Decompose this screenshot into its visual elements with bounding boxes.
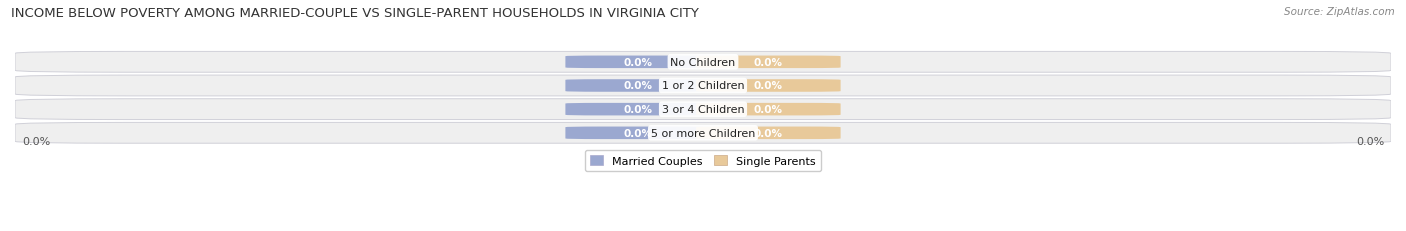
Text: No Children: No Children [671, 58, 735, 67]
FancyBboxPatch shape [696, 127, 841, 140]
FancyBboxPatch shape [15, 123, 1391, 144]
Text: 0.0%: 0.0% [754, 81, 783, 91]
FancyBboxPatch shape [15, 99, 1391, 120]
Text: 1 or 2 Children: 1 or 2 Children [662, 81, 744, 91]
FancyBboxPatch shape [15, 76, 1391, 97]
Text: 0.0%: 0.0% [623, 81, 652, 91]
FancyBboxPatch shape [565, 56, 710, 69]
FancyBboxPatch shape [565, 80, 710, 92]
Text: 0.0%: 0.0% [22, 136, 51, 146]
Text: 0.0%: 0.0% [623, 105, 652, 115]
Text: 0.0%: 0.0% [1355, 136, 1384, 146]
Text: 0.0%: 0.0% [623, 58, 652, 67]
Text: INCOME BELOW POVERTY AMONG MARRIED-COUPLE VS SINGLE-PARENT HOUSEHOLDS IN VIRGINI: INCOME BELOW POVERTY AMONG MARRIED-COUPL… [11, 7, 699, 20]
FancyBboxPatch shape [565, 103, 710, 116]
FancyBboxPatch shape [15, 52, 1391, 73]
FancyBboxPatch shape [696, 80, 841, 92]
Text: 0.0%: 0.0% [754, 128, 783, 138]
Text: 0.0%: 0.0% [754, 58, 783, 67]
FancyBboxPatch shape [696, 56, 841, 69]
Legend: Married Couples, Single Parents: Married Couples, Single Parents [585, 150, 821, 172]
FancyBboxPatch shape [696, 103, 841, 116]
Text: 3 or 4 Children: 3 or 4 Children [662, 105, 744, 115]
Text: Source: ZipAtlas.com: Source: ZipAtlas.com [1284, 7, 1395, 17]
Text: 5 or more Children: 5 or more Children [651, 128, 755, 138]
Text: 0.0%: 0.0% [623, 128, 652, 138]
FancyBboxPatch shape [565, 127, 710, 140]
Text: 0.0%: 0.0% [754, 105, 783, 115]
